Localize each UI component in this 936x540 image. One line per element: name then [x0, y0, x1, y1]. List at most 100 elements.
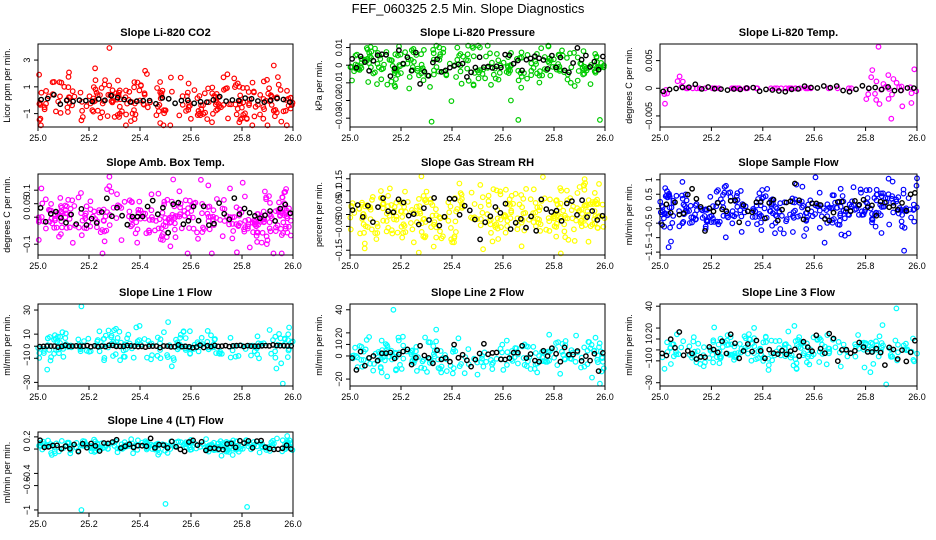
data-point [786, 85, 792, 92]
data-point [225, 115, 231, 122]
data-point [185, 80, 192, 87]
data-point [369, 196, 375, 203]
data-point [572, 358, 579, 365]
data-point [206, 203, 213, 210]
overlay-point [574, 348, 581, 354]
y-tick-label: −0.03 [334, 107, 344, 130]
data-point [562, 356, 568, 363]
outlier-point [597, 380, 603, 387]
data-point [777, 352, 784, 359]
data-point [501, 212, 508, 218]
data-point [69, 197, 76, 204]
data-point [599, 201, 606, 208]
data-point [268, 350, 275, 357]
overlay-point [236, 437, 243, 444]
outlier-point [233, 249, 240, 256]
data-point [503, 337, 510, 344]
overlay-point [370, 353, 377, 359]
overlay-point [129, 213, 136, 220]
data-point [109, 99, 116, 106]
data-point [361, 229, 367, 236]
data-point [126, 88, 133, 95]
overlay-point [515, 57, 521, 64]
data-point [463, 57, 470, 63]
data-point [437, 228, 443, 235]
data-point [196, 110, 202, 117]
overlay-point [134, 213, 141, 220]
data-point [452, 348, 459, 355]
data-point [393, 216, 400, 223]
overlay-point [349, 56, 355, 62]
data-point [885, 95, 892, 102]
data-point [230, 228, 237, 234]
overlay-point [865, 85, 872, 92]
overlay-point [667, 209, 674, 216]
data-point [408, 220, 414, 226]
overlay-point [185, 217, 192, 224]
data-point [180, 329, 187, 335]
data-point [378, 76, 385, 83]
data-point [869, 216, 875, 223]
y-tick-label: −0.4 [22, 465, 32, 483]
data-point [734, 190, 741, 197]
data-point [245, 89, 252, 95]
overlay-point [79, 440, 86, 447]
data-point [885, 175, 892, 182]
data-point [38, 89, 45, 96]
data-point [186, 328, 193, 335]
overlay-point [441, 213, 448, 220]
overlay-point [168, 438, 175, 445]
data-point [600, 223, 607, 230]
data-point [475, 42, 482, 49]
overlay-point [109, 439, 116, 445]
overlay-point [195, 217, 202, 224]
overlay-point [54, 442, 60, 449]
overlay-point [899, 199, 905, 206]
data-point [51, 224, 58, 231]
overlay-point [466, 207, 473, 214]
data-point [483, 53, 489, 60]
outlier-point [883, 381, 890, 388]
data-point [416, 195, 422, 202]
data-point [494, 215, 501, 222]
data-point [141, 91, 148, 98]
data-point [449, 239, 456, 246]
data-point [545, 42, 552, 49]
overlay-point [852, 197, 858, 204]
data-point [724, 332, 731, 339]
data-point [512, 190, 519, 197]
overlay-point [210, 97, 217, 103]
data-point [406, 73, 413, 80]
data-point [485, 192, 492, 199]
overlay-point [599, 212, 606, 219]
data-point [908, 214, 914, 221]
overlay-point [710, 346, 717, 353]
data-point [114, 449, 121, 456]
data-point [445, 217, 452, 224]
y-tick-label: 1 [22, 84, 32, 89]
data-point [450, 365, 457, 372]
data-point [596, 180, 602, 187]
data-point [729, 220, 736, 227]
data-point [53, 108, 59, 115]
overlay-point [549, 52, 555, 59]
data-point [447, 203, 454, 210]
data-point [515, 360, 521, 367]
data-point [160, 237, 166, 243]
data-point [254, 229, 261, 236]
overlay-point [126, 441, 133, 448]
data-point [495, 57, 502, 64]
data-point [57, 194, 64, 201]
overlay-point [229, 97, 236, 103]
data-point [421, 365, 428, 372]
overlay-point [357, 348, 364, 355]
overlay-point [766, 346, 773, 353]
data-point [839, 193, 846, 199]
overlay-point [497, 209, 504, 216]
data-point [430, 243, 437, 250]
data-point [581, 202, 588, 209]
x-tick-label: 25.8 [233, 392, 251, 402]
data-point [356, 343, 363, 349]
data-point [450, 348, 456, 355]
overlay-point [689, 185, 695, 192]
